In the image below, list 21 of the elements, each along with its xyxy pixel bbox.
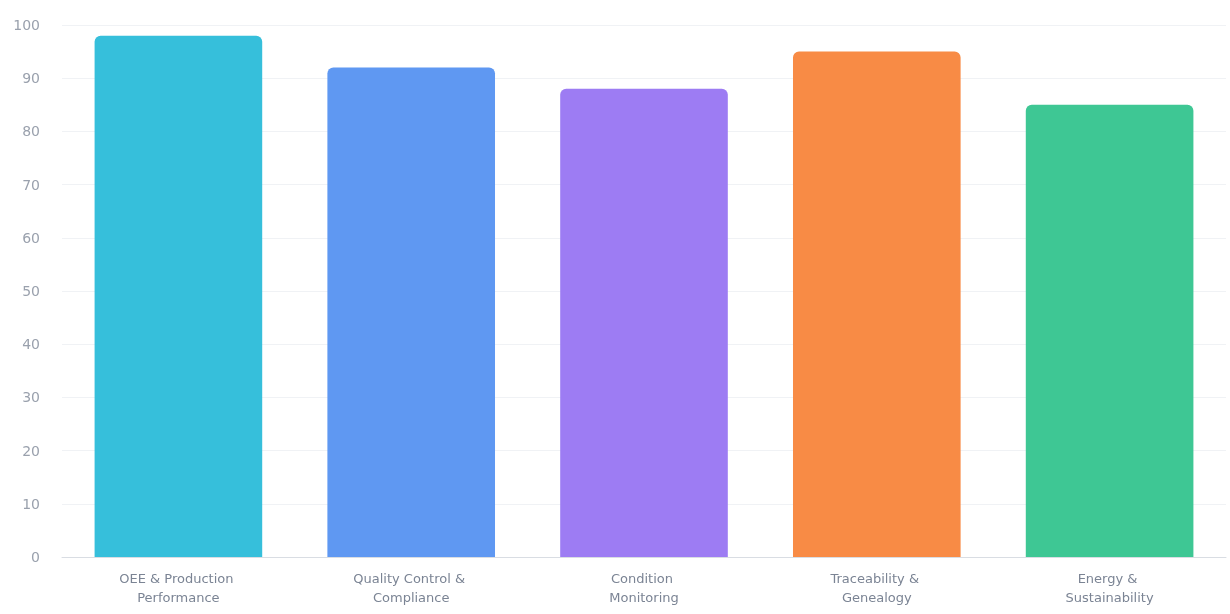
y-tick-label: 70 (22, 176, 40, 193)
y-tick-label: 30 (22, 389, 40, 406)
y-tick-label: 60 (22, 229, 40, 246)
y-tick-label: 50 (22, 283, 40, 299)
x-tick-label: Traceability & Genealogy (829, 571, 924, 605)
y-tick-label: 80 (22, 123, 40, 140)
x-tick-label: Energy & Sustainability (1065, 571, 1154, 605)
bar (792, 51, 961, 557)
x-tick-label: Quality Control & Compliance (353, 571, 470, 605)
x-tick-label: Condition Monitoring (609, 571, 679, 605)
y-tick-label: 10 (22, 495, 40, 512)
y-tick-label: 0 (31, 549, 40, 565)
y-tick-label: 90 (22, 70, 40, 87)
x-tick-label: OEE & Production Performance (119, 571, 238, 605)
y-tick-label: 40 (22, 336, 40, 353)
bar (327, 67, 496, 557)
bar (1025, 104, 1194, 557)
y-tick-label: 100 (13, 17, 40, 33)
bar (560, 88, 728, 557)
y-tick-label: 20 (22, 442, 40, 459)
bar (94, 35, 263, 557)
